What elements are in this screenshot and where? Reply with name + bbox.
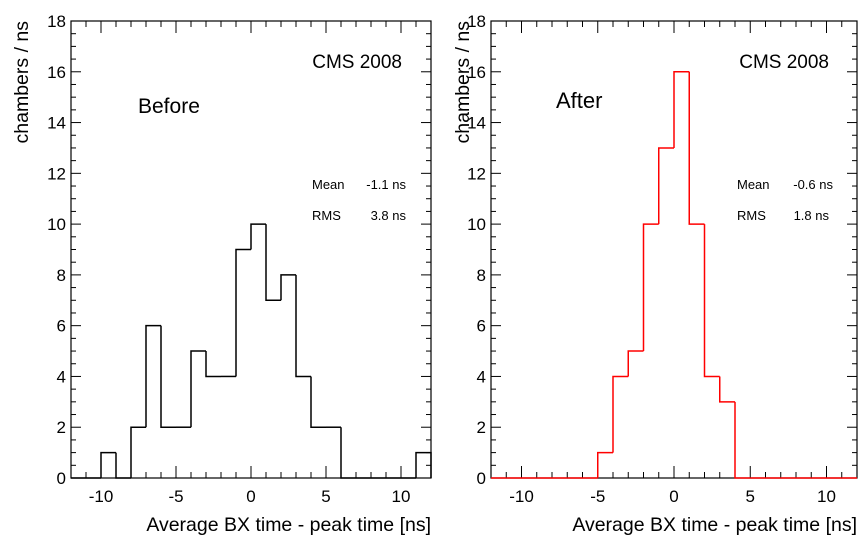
histogram-bin-before bbox=[190, 350, 206, 428]
experiment-label-before: CMS 2008 bbox=[312, 52, 402, 73]
x-tick-label: 10 bbox=[392, 487, 411, 506]
y-tick-label: 0 bbox=[57, 469, 66, 488]
rms-value-before: 3.8 ns bbox=[371, 208, 407, 223]
mean-label-after: Mean bbox=[737, 177, 770, 192]
histogram-bin-before bbox=[340, 427, 356, 479]
x-tick-label: -10 bbox=[89, 487, 114, 506]
histogram-bin-after bbox=[734, 401, 751, 479]
histogram-bin-before bbox=[310, 376, 326, 428]
histogram-bin-before bbox=[415, 451, 432, 478]
y-tick-label: 2 bbox=[57, 418, 66, 437]
y-tick-label: 12 bbox=[47, 164, 66, 183]
y-tick-label: 14 bbox=[47, 114, 66, 133]
y-tick-label: 16 bbox=[467, 63, 486, 82]
state-label-before: Before bbox=[138, 95, 200, 118]
y-tick-label: 10 bbox=[47, 215, 66, 234]
histogram-after bbox=[491, 71, 857, 479]
y-tick-label: 14 bbox=[467, 114, 486, 133]
y-tick-label: 4 bbox=[477, 367, 486, 386]
rms-value-after: 1.8 ns bbox=[794, 208, 830, 223]
y-tick-label: 16 bbox=[47, 63, 66, 82]
state-label-after: After bbox=[556, 88, 602, 113]
x-axis-label-before: Average BX time - peak time [ns] bbox=[146, 514, 431, 536]
rms-label-before: RMS bbox=[312, 208, 341, 223]
axis-ticks-before: 0 2 4 6 8 10 12 14 16 18 -10 -5 0 5 10 bbox=[47, 12, 432, 506]
y-tick-label: 18 bbox=[47, 12, 66, 31]
histogram-bin-before bbox=[280, 274, 296, 301]
mean-value-before: -1.1 ns bbox=[366, 177, 406, 192]
x-tick-label: 10 bbox=[817, 487, 836, 506]
histogram-bin-after bbox=[719, 376, 735, 403]
histogram-bin-before bbox=[205, 351, 221, 378]
histogram-bin-before bbox=[235, 248, 251, 377]
experiment-label-after: CMS 2008 bbox=[739, 52, 829, 73]
histogram-bin-after bbox=[703, 224, 720, 378]
mean-value-after: -0.6 ns bbox=[793, 177, 833, 192]
mean-label-before: Mean bbox=[312, 177, 345, 192]
histogram-bin-before bbox=[115, 452, 131, 479]
histogram-bin-before bbox=[145, 324, 161, 428]
histogram-bin-before bbox=[130, 426, 146, 478]
histogram-bin-before bbox=[265, 224, 281, 302]
y-tick-label: 8 bbox=[57, 266, 66, 285]
panel-before: 0 2 4 6 8 10 12 14 16 18 -10 -5 0 5 10 CMS 2008 Before… bbox=[11, 12, 432, 536]
y-tick-label: 6 bbox=[57, 317, 66, 336]
histogram-bin-after bbox=[642, 223, 659, 352]
x-tick-label: 0 bbox=[246, 487, 255, 506]
histogram-bin-after bbox=[627, 350, 644, 377]
y-tick-label: 2 bbox=[477, 418, 486, 437]
histogram-bin-after bbox=[597, 451, 613, 478]
histogram-bin-before bbox=[295, 274, 311, 378]
histogram-bin-before bbox=[250, 223, 266, 250]
y-tick-label: 12 bbox=[467, 164, 486, 183]
histogram-bin-after bbox=[612, 375, 629, 453]
axis-ticks-after: 0 2 4 6 8 10 12 14 16 18 -10 -5 0 5 10 bbox=[467, 12, 858, 506]
x-axis-label-after: Average BX time - peak time [ns] bbox=[572, 514, 857, 536]
y-tick-label: 8 bbox=[477, 266, 486, 285]
y-tick-label: 6 bbox=[477, 317, 486, 336]
histogram-before bbox=[71, 223, 432, 479]
x-tick-label: -5 bbox=[168, 487, 183, 506]
y-axis-label-before: chambers / ns bbox=[11, 21, 33, 144]
y-tick-label: 10 bbox=[467, 215, 486, 234]
histogram-bin-before bbox=[160, 325, 176, 428]
y-tick-label: 0 bbox=[477, 469, 486, 488]
histogram-bin-after bbox=[688, 71, 705, 225]
y-axis-label-after: chambers / ns bbox=[452, 21, 474, 144]
y-tick-label: 18 bbox=[467, 12, 486, 31]
histogram-bin-after bbox=[658, 147, 674, 225]
x-tick-label: -10 bbox=[509, 487, 534, 506]
x-tick-label: -5 bbox=[590, 487, 605, 506]
x-tick-label: 0 bbox=[669, 487, 678, 506]
histogram-bin-before bbox=[100, 451, 116, 478]
y-tick-label: 4 bbox=[57, 367, 66, 386]
x-tick-label: 5 bbox=[746, 487, 755, 506]
x-tick-label: 5 bbox=[321, 487, 330, 506]
histogram-bin-after bbox=[673, 71, 690, 148]
rms-label-after: RMS bbox=[737, 208, 766, 223]
